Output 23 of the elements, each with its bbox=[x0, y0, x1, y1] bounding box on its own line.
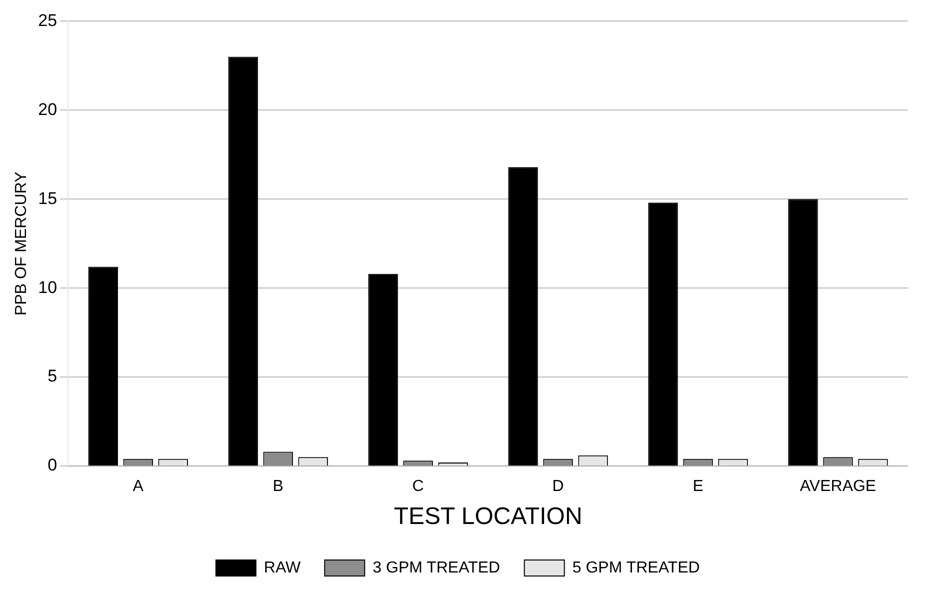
x-tick-label: A bbox=[132, 478, 144, 496]
y-tick-label: 5 bbox=[48, 366, 58, 386]
y-tick-label: 25 bbox=[38, 10, 58, 30]
legend-label: RAW bbox=[264, 559, 302, 576]
x-tick-label: C bbox=[412, 478, 424, 496]
y-tick-label: 10 bbox=[38, 278, 58, 297]
x-tick-label: D bbox=[552, 478, 564, 496]
y-tick-label: 0 bbox=[48, 456, 58, 475]
legend-label: 3 GPM TREATED bbox=[372, 559, 500, 576]
y-tick-label: 20 bbox=[38, 100, 58, 119]
bar bbox=[508, 167, 538, 466]
x-axis-title: TEST LOCATION bbox=[394, 503, 582, 530]
x-tick-label: AVERAGE bbox=[800, 478, 876, 496]
bar bbox=[368, 274, 398, 466]
x-tick-label: B bbox=[272, 478, 284, 496]
bar bbox=[648, 202, 678, 466]
y-axis-title: PPB OF MERCURY bbox=[13, 171, 30, 316]
y-tick-label: 15 bbox=[38, 188, 58, 208]
bar bbox=[788, 199, 818, 466]
bar bbox=[228, 56, 258, 466]
bar bbox=[88, 266, 118, 466]
legend-label: 5 GPM TREATED bbox=[572, 559, 700, 576]
x-tick-label: E bbox=[692, 478, 704, 496]
